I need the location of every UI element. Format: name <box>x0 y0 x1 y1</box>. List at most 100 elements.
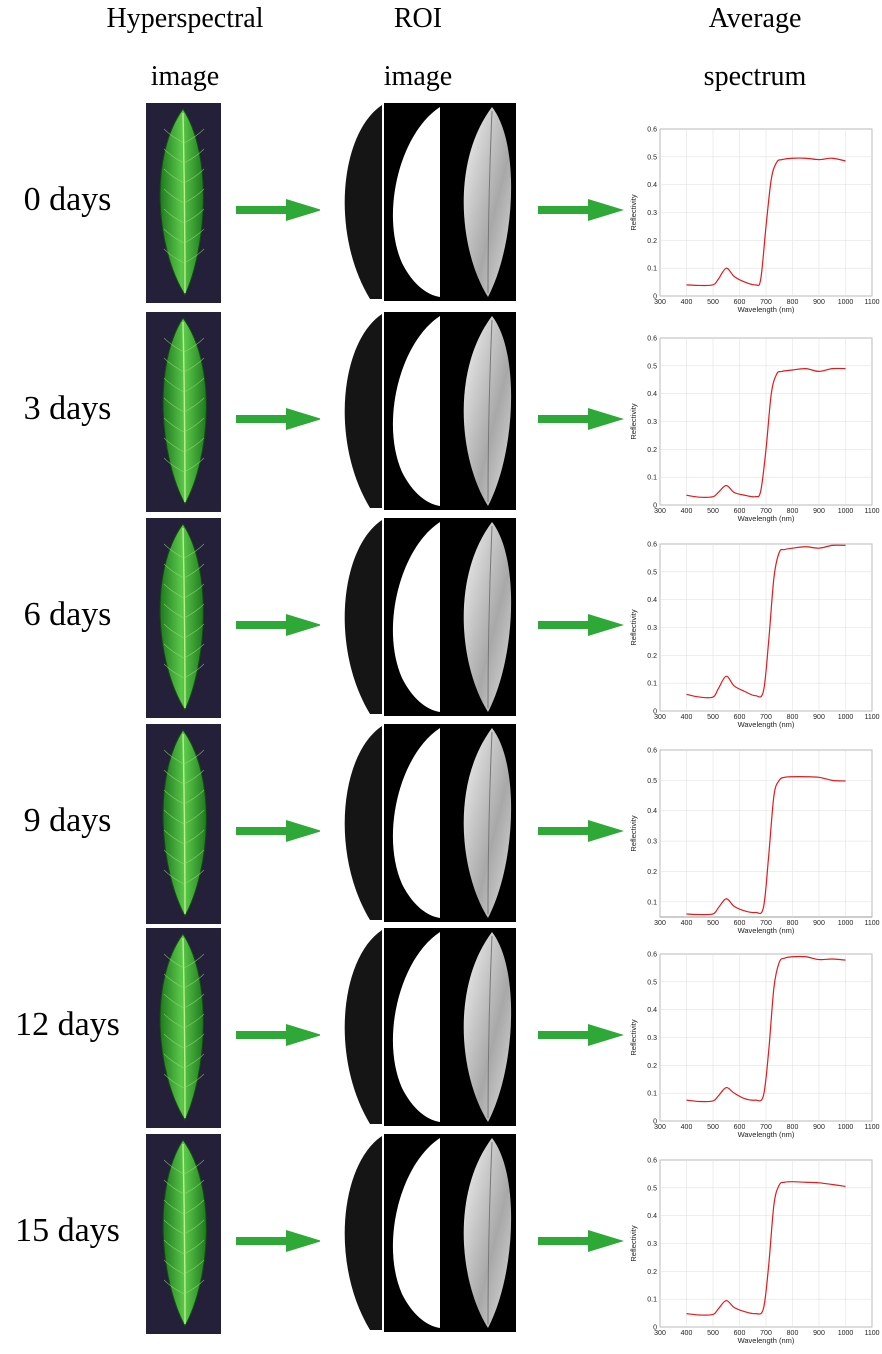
y-tick-label: 0.5 <box>647 778 657 785</box>
x-axis-label: Wavelength (nm) <box>738 514 795 523</box>
y-tick-label: 0.5 <box>647 363 657 370</box>
arrow-to-roi-icon <box>236 199 322 221</box>
y-axis-label: Reflectivity <box>629 194 638 231</box>
x-tick-label: 1100 <box>864 299 879 306</box>
x-tick-label: 900 <box>813 508 825 515</box>
y-tick-label: 0.4 <box>647 597 657 604</box>
y-tick-label: 0.1 <box>647 899 657 906</box>
y-tick-label: 0.1 <box>647 681 657 688</box>
y-tick-label: 0.4 <box>647 1213 657 1220</box>
row-label: 3 days <box>23 390 112 427</box>
hyperspectral-leaf-image <box>146 518 221 718</box>
x-tick-label: 800 <box>787 714 799 721</box>
y-tick-label: 0.2 <box>647 1063 657 1070</box>
x-tick-label: 600 <box>734 1330 746 1337</box>
x-tick-label: 800 <box>787 920 799 927</box>
header-spectrum-line2: spectrum <box>703 61 807 92</box>
y-tick-label: 0.4 <box>647 1007 657 1014</box>
x-tick-label: 700 <box>760 1124 772 1131</box>
x-tick-label: 400 <box>681 920 693 927</box>
x-tick-label: 900 <box>813 1330 825 1337</box>
average-spectrum-chart: 300 400 500 600 700 800 900 1000 1100 0.1 0.2 0.3 0.… <box>622 744 880 944</box>
x-tick-label: 400 <box>681 714 693 721</box>
header-hyperspectral-line1: Hyperspectral <box>106 3 264 34</box>
y-tick-label: 0.6 <box>647 542 657 549</box>
x-tick-label: 800 <box>787 1330 799 1337</box>
x-tick-label: 300 <box>654 1330 666 1337</box>
x-tick-label: 700 <box>760 1330 772 1337</box>
y-axis-label: Reflectivity <box>629 403 638 440</box>
y-tick-label: 0.2 <box>647 238 657 245</box>
hyperspectral-leaf-image <box>146 1134 221 1334</box>
roi-image <box>320 518 516 716</box>
y-tick-label: 0.6 <box>647 748 657 755</box>
y-tick-label: 0 <box>653 503 657 510</box>
x-axis-label: Wavelength (nm) <box>738 720 795 729</box>
x-tick-label: 1100 <box>864 1330 879 1337</box>
spectrum-line <box>686 776 846 916</box>
y-tick-label: 0.6 <box>647 1158 657 1165</box>
y-tick-label: 0 <box>653 294 657 301</box>
arrow-to-spectrum-icon <box>538 1230 624 1252</box>
x-tick-label: 500 <box>707 508 719 515</box>
x-tick-label: 1000 <box>838 714 854 721</box>
arrow-to-spectrum-icon <box>538 408 624 430</box>
x-tick-label: 900 <box>813 1124 825 1131</box>
arrow-to-roi-icon <box>236 408 322 430</box>
x-tick-label: 700 <box>760 920 772 927</box>
x-tick-label: 800 <box>787 299 799 306</box>
x-tick-label: 1100 <box>864 714 879 721</box>
y-tick-label: 0.3 <box>647 839 657 846</box>
x-tick-label: 800 <box>787 508 799 515</box>
x-tick-label: 1000 <box>838 299 854 306</box>
y-tick-label: 0.2 <box>647 869 657 876</box>
y-axis-label: Reflectivity <box>629 1225 638 1262</box>
y-tick-label: 0.2 <box>647 1269 657 1276</box>
x-tick-label: 900 <box>813 920 825 927</box>
x-tick-label: 1100 <box>864 1124 879 1131</box>
arrow-to-roi-icon <box>236 820 322 842</box>
y-tick-label: 0 <box>653 1325 657 1332</box>
y-tick-label: 0.3 <box>647 210 657 217</box>
x-tick-label: 300 <box>654 299 666 306</box>
row-label: 0 days <box>23 181 112 218</box>
y-tick-label: 0.5 <box>647 1185 657 1192</box>
average-spectrum-chart: 300 400 500 600 700 800 900 1000 1100 0 0.1 0.2 0.3 0… <box>622 1154 880 1354</box>
x-tick-label: 1000 <box>838 920 854 927</box>
x-tick-label: 400 <box>681 508 693 515</box>
x-tick-label: 1000 <box>838 1124 854 1131</box>
header-hyperspectral-line2: image <box>150 61 220 92</box>
y-tick-label: 0.2 <box>647 653 657 660</box>
x-tick-label: 600 <box>734 508 746 515</box>
roi-image <box>320 312 516 510</box>
x-tick-label: 400 <box>681 299 693 306</box>
arrow-to-roi-icon <box>236 614 322 636</box>
average-spectrum-chart: 300 400 500 600 700 800 900 1000 1100 0 0.1 0.2 0.3 0… <box>622 538 880 738</box>
arrow-to-roi-icon <box>236 1230 322 1252</box>
x-tick-label: 500 <box>707 714 719 721</box>
y-tick-label: 0 <box>653 709 657 716</box>
arrow-to-spectrum-icon <box>538 199 624 221</box>
y-tick-label: 0.5 <box>647 979 657 986</box>
x-axis-label: Wavelength (nm) <box>738 1130 795 1139</box>
arrow-to-spectrum-icon <box>538 1024 624 1046</box>
x-tick-label: 300 <box>654 920 666 927</box>
y-tick-label: 0.3 <box>647 1035 657 1042</box>
y-tick-label: 0.3 <box>647 625 657 632</box>
x-tick-label: 700 <box>760 714 772 721</box>
hyperspectral-leaf-image <box>146 928 221 1128</box>
roi-image <box>320 928 516 1126</box>
average-spectrum-chart: 300 400 500 600 700 800 900 1000 1100 0 0.1 0.2 0.3 0… <box>622 332 880 532</box>
x-tick-label: 600 <box>734 920 746 927</box>
x-tick-label: 800 <box>787 1124 799 1131</box>
y-tick-label: 0.1 <box>647 1297 657 1304</box>
x-axis-label: Wavelength (nm) <box>738 305 795 314</box>
y-tick-label: 0.4 <box>647 182 657 189</box>
row-label: 6 days <box>23 596 112 633</box>
spectrum-line <box>686 955 846 1103</box>
y-tick-label: 0.2 <box>647 447 657 454</box>
y-tick-label: 0.5 <box>647 154 657 161</box>
arrow-to-spectrum-icon <box>538 614 624 636</box>
x-tick-label: 1000 <box>838 1330 854 1337</box>
row-label: 15 days <box>15 1212 120 1249</box>
